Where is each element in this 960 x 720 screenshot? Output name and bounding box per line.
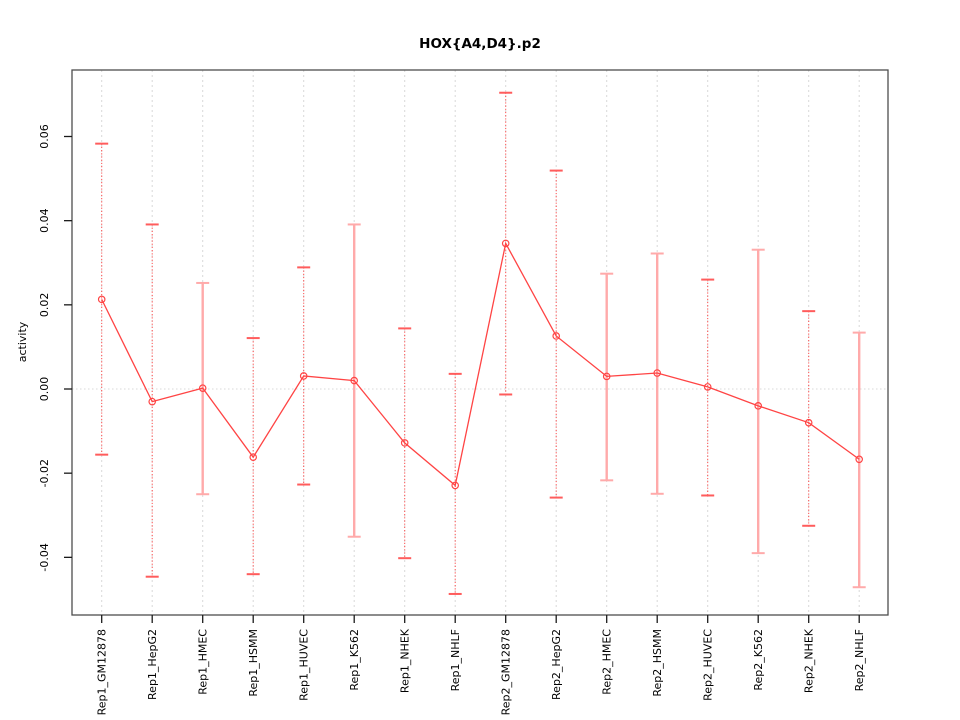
- data-point-marker: [602, 372, 611, 381]
- data-point-marker: [400, 439, 409, 447]
- plot-box: [71, 69, 889, 616]
- data-point-marker: [350, 376, 359, 385]
- data-point-marker: [754, 402, 763, 410]
- y-tick-label: 0.02: [38, 293, 51, 318]
- y-tick-label: 0.00: [38, 377, 51, 402]
- x-tick-label: Rep1_GM12878: [96, 629, 109, 715]
- x-tick-label: Rep2_HUVEC: [702, 629, 715, 701]
- x-tick-label: Rep2_HepG2: [550, 629, 563, 700]
- x-tick-label: Rep2_NHLF: [853, 629, 866, 691]
- data-point-marker: [451, 481, 460, 490]
- x-tick-label: Rep2_HMEC: [601, 629, 614, 695]
- chart-title: HOX{A4,D4}.p2: [419, 36, 541, 52]
- y-tick-label: 0.06: [38, 124, 51, 149]
- data-point-marker: [552, 332, 561, 340]
- data-point-marker: [501, 239, 510, 248]
- y-tick-label: -0.02: [38, 459, 51, 487]
- data-markers-layer: [97, 239, 864, 490]
- y-tick-label: 0.04: [38, 208, 51, 233]
- x-tick-label: Rep1_K562: [348, 629, 361, 691]
- x-tick-label: Rep2_K562: [752, 629, 765, 691]
- data-point-marker: [855, 455, 864, 464]
- data-point-marker: [804, 418, 813, 427]
- series-line: [101, 241, 860, 487]
- error-bars-layer: [95, 91, 866, 595]
- x-tick-label: Rep2_HSMM: [651, 629, 664, 697]
- x-tick-label: Rep2_GM12878: [500, 629, 513, 715]
- data-point-marker: [198, 384, 207, 392]
- data-point-marker: [703, 383, 712, 391]
- x-tick-label: Rep1_HMEC: [197, 629, 210, 695]
- data-point-marker: [148, 397, 157, 406]
- data-point-marker: [249, 453, 258, 461]
- series-line-layer: [101, 241, 860, 487]
- x-tick-label: Rep1_NHEK: [399, 628, 412, 693]
- data-point-marker: [97, 295, 106, 304]
- x-tick-label: Rep1_HUVEC: [298, 629, 311, 701]
- x-tick-label: Rep1_HSMM: [247, 629, 260, 697]
- y-axis-label: activity: [16, 321, 29, 362]
- x-tick-label: Rep2_NHEK: [803, 628, 816, 693]
- grid-layer: [72, 70, 888, 615]
- data-point-marker: [653, 369, 662, 377]
- x-tick-label: Rep1_HepG2: [146, 629, 159, 700]
- axis-labels-layer: 0.06 0.04 0.02 0.00 -0.02 -0.04 Rep1_GM12878 Re…: [38, 124, 866, 715]
- x-tick-label: Rep1_NHLF: [449, 629, 462, 691]
- data-point-marker: [299, 372, 308, 380]
- axes-frame-layer: [64, 69, 889, 623]
- y-tick-label: -0.04: [38, 543, 51, 571]
